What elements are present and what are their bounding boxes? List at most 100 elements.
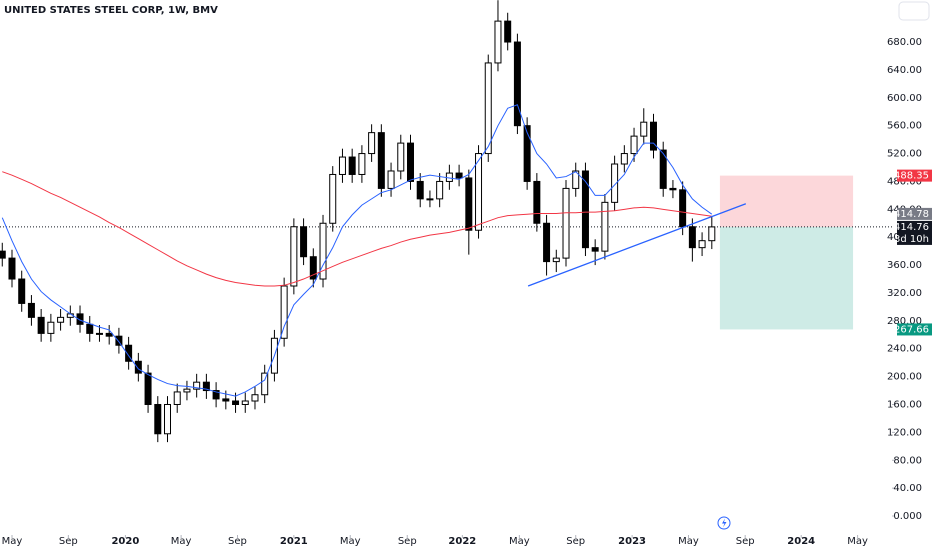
candle-body <box>601 201 609 252</box>
candle-body <box>523 125 531 182</box>
trendline <box>527 203 747 287</box>
candle-body <box>416 180 424 200</box>
candle-body <box>105 332 113 337</box>
x-tick-label: May <box>678 536 699 547</box>
candle-body <box>57 316 65 323</box>
candle-body <box>406 142 414 182</box>
candle-body <box>659 149 667 189</box>
candle-body <box>27 302 35 318</box>
candle-body <box>465 177 473 231</box>
candle-body <box>319 222 327 280</box>
candle-body <box>436 180 444 200</box>
y-tick-label: 560.00 <box>887 121 922 132</box>
candle-body <box>426 198 434 201</box>
candle-body <box>164 403 172 435</box>
y-tick-label: 80.00 <box>893 455 922 466</box>
candle-body <box>329 173 337 224</box>
candle-body <box>154 403 162 435</box>
candle-body <box>261 372 269 396</box>
y-tick-label: 120.00 <box>887 427 922 438</box>
candle-body <box>358 153 366 175</box>
x-tick-label: 2024 <box>787 536 815 547</box>
price-tag <box>897 207 932 220</box>
candle-body <box>688 226 696 249</box>
x-tick-label: May <box>340 536 361 547</box>
candle-body <box>251 394 259 402</box>
y-tick-label: 360.00 <box>887 260 922 271</box>
candle-body <box>222 398 230 402</box>
candle-body <box>504 20 512 43</box>
candle-body <box>212 390 220 400</box>
candle-body <box>649 121 657 151</box>
x-tick-label: May <box>2 536 23 547</box>
y-tick-label: 40.00 <box>893 483 922 494</box>
candle-body <box>144 372 152 405</box>
candle-body <box>387 170 395 189</box>
candle-body <box>232 400 240 405</box>
moving-average-line <box>2 171 712 287</box>
x-tick-label: Sep <box>398 536 417 547</box>
candle-body <box>134 360 142 374</box>
candle-body <box>95 332 103 335</box>
y-tick-label: 200.00 <box>887 372 922 383</box>
candle-body <box>669 187 677 191</box>
y-tick-label: 640.00 <box>887 65 922 76</box>
y-tick-label: 520.00 <box>887 149 922 160</box>
x-tick-label: May <box>509 536 530 547</box>
candle-body <box>543 222 551 263</box>
candle-body <box>620 153 628 165</box>
candle-body <box>679 189 687 228</box>
plot-layer <box>0 0 894 443</box>
price-tag-countdown: 3d 10h <box>894 234 929 245</box>
x-tick-label: May <box>847 536 868 547</box>
x-tick-label: Sep <box>228 536 247 547</box>
price-tag-label: 267.66 <box>894 324 929 335</box>
loss-zone <box>719 226 854 330</box>
price-tag <box>897 169 932 182</box>
y-tick-label: 0.000 <box>893 511 922 522</box>
price-tag <box>897 220 932 245</box>
y-tick-label: 680.00 <box>887 37 922 48</box>
candle-body <box>591 247 599 252</box>
moving-average-line <box>1 104 713 397</box>
y-tick-label: 280.00 <box>887 316 922 327</box>
x-tick-label: 2023 <box>618 536 646 547</box>
candle-body <box>125 344 133 362</box>
candle-body <box>640 121 648 137</box>
candle-body <box>494 20 502 64</box>
x-tick-label: Sep <box>566 536 585 547</box>
candle-body <box>348 156 356 175</box>
candle-body <box>475 153 483 231</box>
candle-body <box>300 226 308 258</box>
price-tag-label: 414.76 <box>894 222 929 233</box>
candle-body <box>47 321 55 334</box>
candle-body <box>611 163 619 203</box>
candle-body <box>552 257 560 263</box>
x-tick-label: 2022 <box>448 536 476 547</box>
y-tick-label: 240.00 <box>887 344 922 355</box>
candle-body <box>368 132 376 155</box>
y-tick-label: 480.00 <box>887 176 922 187</box>
candle-body <box>290 226 298 287</box>
candle-body <box>377 132 385 189</box>
candle-body <box>562 187 570 259</box>
toolbar-button[interactable] <box>898 1 930 21</box>
candle-body <box>86 323 94 334</box>
candle-body <box>37 316 45 334</box>
candle-body <box>202 381 210 392</box>
candle-body <box>484 62 492 155</box>
candle-body <box>397 142 405 172</box>
x-tick-label: Sep <box>736 536 755 547</box>
candle-body <box>183 388 191 393</box>
x-tick-label: 2021 <box>280 536 308 547</box>
y-tick-label: 160.00 <box>887 399 922 410</box>
chart-title: UNITED STATES STEEL CORP, 1W, BMV <box>4 5 218 16</box>
price-tag <box>897 323 932 336</box>
price-tag-label: 414.78 <box>894 209 929 220</box>
candle-body <box>698 240 706 249</box>
y-tick-label: 320.00 <box>887 288 922 299</box>
candle-body <box>8 257 16 280</box>
candle-body <box>18 278 26 304</box>
